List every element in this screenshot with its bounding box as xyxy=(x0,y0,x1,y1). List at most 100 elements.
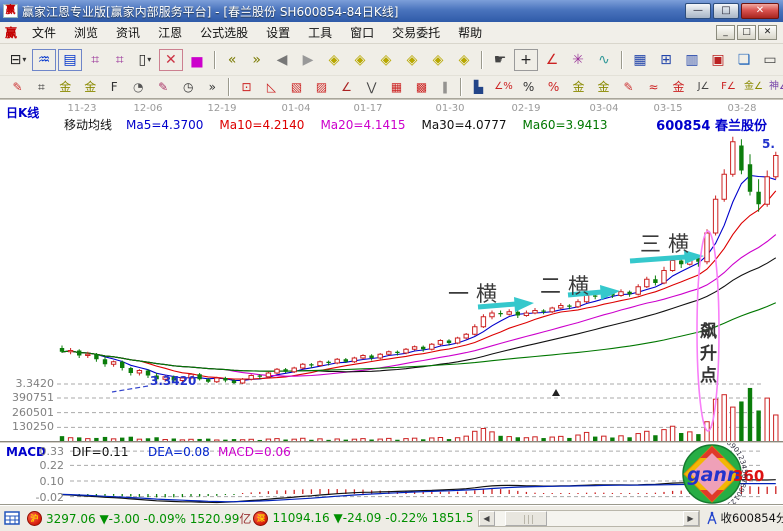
percent-line-button[interactable]: % xyxy=(542,78,565,97)
diamond-vexpand-button[interactable]: ◈ xyxy=(426,49,450,71)
macd-pane-label: MACD xyxy=(6,445,46,459)
menu-logo-icon: 赢 xyxy=(5,26,18,40)
gold-lines-button[interactable]: 金 xyxy=(592,78,615,97)
menu-item-6[interactable]: 工具 xyxy=(308,26,333,40)
zigzag-button[interactable]: ⋁ xyxy=(360,78,383,97)
gann-box-button[interactable]: ▧ xyxy=(285,78,308,97)
scrollbar-thumb[interactable] xyxy=(504,510,547,526)
percent-button[interactable]: % xyxy=(517,78,540,97)
gann-tool-button[interactable]: ✳ xyxy=(566,49,590,71)
copy-button[interactable]: ❏ xyxy=(732,49,756,71)
diamond-expand-button[interactable]: ◈ xyxy=(374,49,398,71)
percent-angle-button[interactable]: ∠% xyxy=(492,78,515,97)
info-panel-button[interactable]: ▤ xyxy=(58,48,82,71)
dif-value: DIF=0.11 xyxy=(72,445,129,459)
last-page-button[interactable]: » xyxy=(245,49,268,71)
grid-red-button[interactable]: ▦ xyxy=(385,78,408,97)
wave-tool-button[interactable]: ∿ xyxy=(592,49,616,71)
pattern-match-button[interactable]: ✕ xyxy=(158,48,183,71)
scroll-right-button[interactable]: ▶ xyxy=(682,510,699,526)
brush-tool-button[interactable]: ✎ xyxy=(6,78,29,97)
shanghai-index-quote[interactable]: 3297.06 ▼-3.00 -0.09% 1520.99亿 xyxy=(46,511,252,526)
time-circle-button[interactable]: ◷ xyxy=(177,78,200,97)
j-angle-button[interactable]: J∠ xyxy=(692,78,715,97)
volume-tick-0: 390751 xyxy=(12,391,54,404)
stock-code: 600854 xyxy=(656,119,711,134)
angle-lines-button[interactable]: ∠ xyxy=(335,78,358,97)
overlay-chart-button[interactable]: ♒ xyxy=(32,48,56,71)
horizontal-scrollbar[interactable]: ◀ ▶ xyxy=(477,509,700,527)
angle-tool-button[interactable]: ∠ xyxy=(540,49,564,71)
scroll-left-button[interactable]: ◀ xyxy=(478,510,495,526)
volume-style-button[interactable]: ▅ xyxy=(185,49,209,71)
kline-chart-pane[interactable]: 日K线 11-23 12-06 12-19 01-04 01-17 01-30 02-19 0… xyxy=(0,99,783,442)
gold-circle1-button[interactable]: 金 xyxy=(54,78,77,97)
first-page-button[interactable]: « xyxy=(221,49,244,71)
pane-label-daily-kline: 日K线 xyxy=(6,106,40,120)
mdi-close-button[interactable]: ✕ xyxy=(758,25,777,40)
notes-button[interactable]: ▥ xyxy=(680,49,704,71)
macd-canvas xyxy=(61,450,777,504)
pane-divider xyxy=(0,441,783,443)
crosshair-tool-button[interactable]: + xyxy=(514,48,538,71)
parallel-lines-button[interactable]: ∥ xyxy=(435,78,455,97)
date-tick-12-06: 12-06 xyxy=(133,103,163,114)
menu-item-9[interactable]: 帮助 xyxy=(458,26,483,40)
calculator-button[interactable]: ⊞ xyxy=(654,49,678,71)
menu-item-2[interactable]: 资讯 xyxy=(116,26,141,40)
wave-band-button[interactable]: ≈ xyxy=(642,78,665,97)
minute3-chart-button[interactable]: ⌗ xyxy=(84,49,106,71)
next-page-button[interactable]: ▶ xyxy=(296,49,320,71)
diamond-left-button[interactable]: ◈ xyxy=(322,49,346,71)
menu-item-7[interactable]: 窗口 xyxy=(350,26,375,40)
diamond-right-button[interactable]: ◈ xyxy=(348,49,372,71)
diamond-vshrink-button[interactable]: ◈ xyxy=(452,49,476,71)
gold-section-button[interactable]: 金 xyxy=(567,78,590,97)
single-candle-button[interactable]: ▯ ▾ xyxy=(133,49,157,71)
gold-angle-button[interactable]: 金∠ xyxy=(742,78,765,97)
kline-period-button[interactable]: ⊟ ▾ xyxy=(6,49,30,71)
f-angle-button[interactable]: F∠ xyxy=(717,78,740,97)
calendar-icon[interactable] xyxy=(4,511,20,525)
print-button[interactable]: ▭ xyxy=(758,49,782,71)
shenzhen-index-quote[interactable]: 11094.16 ▼-24.09 -0.22% 1851.5 xyxy=(272,511,474,525)
menu-item-8[interactable]: 交易委托 xyxy=(392,26,441,40)
grid-marks-button[interactable]: ⌗ xyxy=(31,78,52,97)
kline-chart-canvas[interactable] xyxy=(0,100,783,442)
calendar-button[interactable]: ▦ xyxy=(628,49,652,71)
shanghai-market-icon[interactable]: 沪 xyxy=(27,510,42,526)
brush-grid-button[interactable]: ✎ xyxy=(152,78,175,97)
shenzhen-market-icon[interactable]: 深 xyxy=(253,510,269,526)
tick-feed-status[interactable]: 收600854分笔 xyxy=(706,510,783,526)
mdi-minimize-button[interactable]: _ xyxy=(716,25,735,40)
menu-item-3[interactable]: 江恩 xyxy=(158,26,183,40)
fan-lines-button[interactable]: ◺ xyxy=(260,78,283,97)
minute9-chart-button[interactable]: ⌗ xyxy=(108,49,130,71)
shen-angle-button[interactable]: 神∠ xyxy=(767,78,783,97)
gold-red-button[interactable]: 金 xyxy=(667,78,690,97)
spiral-tool-button[interactable]: ◔ xyxy=(127,78,150,97)
macd-pane[interactable]: MACD DIF=0.11 DEA=0.08 MACD=0.06 0.33 0.2… xyxy=(0,443,783,504)
brush-red-button[interactable]: ✎ xyxy=(617,78,640,97)
menu-item-0[interactable]: 文件 xyxy=(32,26,57,40)
diamond-shrink-button[interactable]: ◈ xyxy=(400,49,424,71)
close-button[interactable]: ✕ xyxy=(741,3,779,19)
menu-item-1[interactable]: 浏览 xyxy=(74,26,99,40)
box-tool-button[interactable]: ⊡ xyxy=(235,78,258,97)
grid-dense-button[interactable]: ▩ xyxy=(410,78,433,97)
minimize-button[interactable]: — xyxy=(685,3,711,19)
volume-tick-1: 260501 xyxy=(12,405,54,419)
menu-item-5[interactable]: 设置 xyxy=(266,26,291,40)
menu-item-4[interactable]: 公式选股 xyxy=(200,26,249,40)
hand-tool-button[interactable]: ☛ xyxy=(488,49,512,71)
f-tool-button[interactable]: F xyxy=(104,78,125,97)
save-button[interactable]: ▣ xyxy=(706,49,730,71)
dropdown-arrow-icon: ▾ xyxy=(22,54,27,64)
maximize-button[interactable]: □ xyxy=(713,3,739,19)
gann-grid-button[interactable]: ▨ xyxy=(310,78,333,97)
gold-circle2-button[interactable]: 金 xyxy=(79,78,102,97)
prev-page-button[interactable]: ◀ xyxy=(270,49,294,71)
column-stat-button[interactable]: ▙ xyxy=(467,78,490,97)
mdi-restore-button[interactable]: □ xyxy=(737,25,756,40)
more-tools-button[interactable]: » xyxy=(202,78,223,97)
